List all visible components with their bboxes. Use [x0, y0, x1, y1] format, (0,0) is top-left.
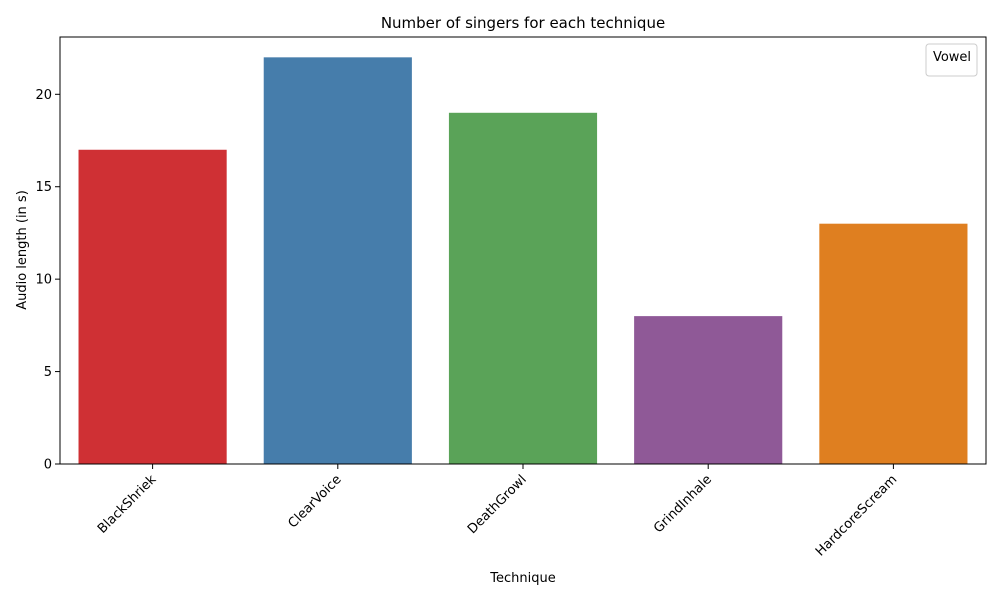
legend-title: Vowel: [933, 50, 971, 65]
y-tick-label: 0: [44, 458, 52, 473]
legend-box: [925, 43, 978, 77]
x-axis-label: Technique: [489, 571, 555, 586]
chart-title: Number of singers for each technique: [381, 14, 665, 32]
y-tick-label: 10: [35, 273, 52, 288]
y-axis-label: Audio length (in s): [15, 190, 30, 310]
y-axis: 0 5 10 15 20: [35, 88, 60, 473]
bar-clearvoice: [263, 57, 412, 464]
bar-hardcorescream: [819, 223, 968, 464]
y-tick-label: 15: [35, 180, 52, 195]
bar-grindinhale: [634, 316, 783, 464]
plot-frame: [59, 36, 987, 465]
y-tick-label: 5: [44, 365, 52, 380]
bar-blackshriek: [78, 149, 227, 464]
bars-group: [78, 57, 968, 465]
legend: Vowel: [925, 43, 978, 77]
y-tick-label: 20: [35, 88, 52, 103]
bar-deathgrowl: [448, 112, 598, 465]
